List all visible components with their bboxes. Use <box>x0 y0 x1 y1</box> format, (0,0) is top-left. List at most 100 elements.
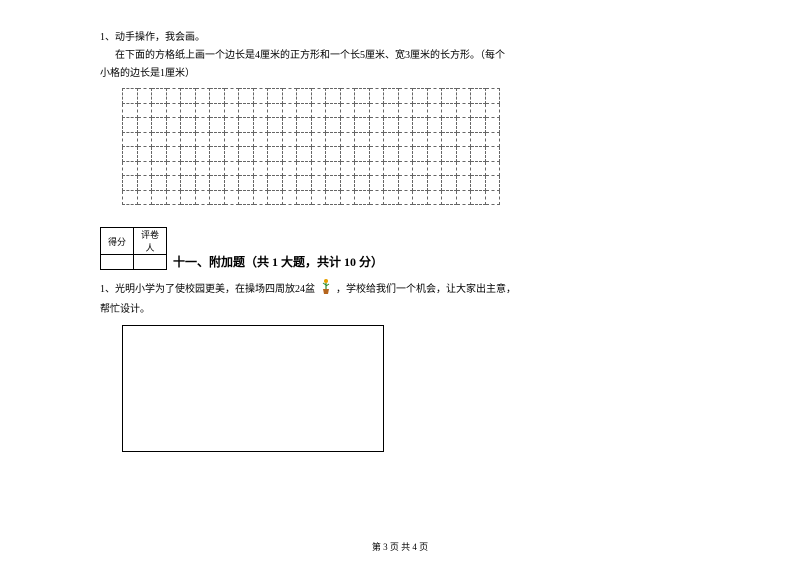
grid-cell <box>456 103 471 118</box>
grid-cell <box>384 190 399 205</box>
grid-cell <box>355 89 370 104</box>
grid-cell <box>181 147 196 162</box>
grid-cell <box>355 147 370 162</box>
grid-cell <box>282 118 297 133</box>
grid-cell <box>398 176 413 191</box>
grid-cell <box>456 132 471 147</box>
grid-cell <box>485 190 500 205</box>
grid-cell <box>297 161 312 176</box>
grid-cell <box>413 147 428 162</box>
grid-cell <box>239 190 254 205</box>
grid-cell <box>427 132 442 147</box>
grid-cell <box>210 147 225 162</box>
grid-cell <box>137 161 152 176</box>
grid-cell <box>369 103 384 118</box>
grid-cell <box>297 132 312 147</box>
grid-cell <box>355 103 370 118</box>
grid-cell <box>239 161 254 176</box>
grid-cell <box>195 118 210 133</box>
page-footer: 第 3 页 共 4 页 <box>0 540 800 553</box>
grid-cell <box>442 147 457 162</box>
answer-box <box>122 325 384 452</box>
grid-cell <box>137 190 152 205</box>
grid-cell <box>253 89 268 104</box>
score-cell-reviewer <box>134 255 167 270</box>
grid-cell <box>485 161 500 176</box>
grid-cell <box>268 132 283 147</box>
grid-cell <box>398 161 413 176</box>
score-cell-score <box>101 255 134 270</box>
grid-cell <box>268 176 283 191</box>
grid-cell <box>398 132 413 147</box>
grid-cell <box>123 132 138 147</box>
grid-cell <box>340 132 355 147</box>
grid-cell <box>427 161 442 176</box>
grid-cell <box>456 176 471 191</box>
grid-cell <box>471 132 486 147</box>
grid-cell <box>456 161 471 176</box>
grid-cell <box>297 103 312 118</box>
grid-cell <box>485 89 500 104</box>
grid-cell <box>442 89 457 104</box>
grid-cell <box>297 118 312 133</box>
score-header-score: 得分 <box>101 228 134 255</box>
grid-cell <box>181 161 196 176</box>
grid-cell <box>268 89 283 104</box>
grid-cell <box>355 118 370 133</box>
grid-cell <box>413 103 428 118</box>
grid-cell <box>195 147 210 162</box>
grid-cell <box>210 190 225 205</box>
grid-cell <box>369 190 384 205</box>
grid-cell <box>123 89 138 104</box>
grid-cell <box>326 190 341 205</box>
grid-cell <box>166 103 181 118</box>
grid-cell <box>413 132 428 147</box>
document-page: 1、动手操作，我会画。 在下面的方格纸上画一个边长是4厘米的正方形和一个长5厘米… <box>0 0 800 452</box>
score-table: 得分 评卷人 <box>100 227 167 270</box>
grid-cell <box>384 176 399 191</box>
grid-cell <box>311 161 326 176</box>
grid-cell <box>427 118 442 133</box>
grid-cell <box>340 147 355 162</box>
question-2-part-1: 1、光明小学为了使校园更美，在操场四周放24盆 <box>100 284 315 295</box>
grid-cell <box>268 118 283 133</box>
grid-cell <box>195 176 210 191</box>
flower-pot-icon <box>320 278 332 301</box>
grid-cell <box>123 176 138 191</box>
grid-cell <box>137 147 152 162</box>
grid-cell <box>384 132 399 147</box>
grid-cell <box>239 103 254 118</box>
grid-cell <box>210 176 225 191</box>
grid-cell <box>384 161 399 176</box>
grid-cell <box>137 89 152 104</box>
grid-cell <box>442 161 457 176</box>
grid-cell <box>253 118 268 133</box>
grid-cell <box>123 118 138 133</box>
grid-cell <box>152 103 167 118</box>
grid-cell <box>326 176 341 191</box>
grid-cell <box>210 161 225 176</box>
grid-cell <box>398 103 413 118</box>
grid-cell <box>123 103 138 118</box>
grid-cell <box>413 176 428 191</box>
grid-cell <box>456 147 471 162</box>
grid-cell <box>224 89 239 104</box>
grid-cell <box>369 89 384 104</box>
grid-cell <box>413 89 428 104</box>
grid-cell <box>224 190 239 205</box>
grid-cell <box>195 132 210 147</box>
grid-cell <box>471 190 486 205</box>
grid-cell <box>355 132 370 147</box>
grid-cell <box>152 161 167 176</box>
grid-cell <box>427 147 442 162</box>
grid-cell <box>442 176 457 191</box>
grid-cell <box>485 103 500 118</box>
grid-cell <box>442 103 457 118</box>
grid-cell <box>326 161 341 176</box>
grid-cell <box>253 103 268 118</box>
question-1-line-3: 小格的边长是1厘米） <box>100 66 700 82</box>
grid-cell <box>239 89 254 104</box>
grid-cell <box>485 132 500 147</box>
grid-cell <box>210 132 225 147</box>
grid-cell <box>456 190 471 205</box>
